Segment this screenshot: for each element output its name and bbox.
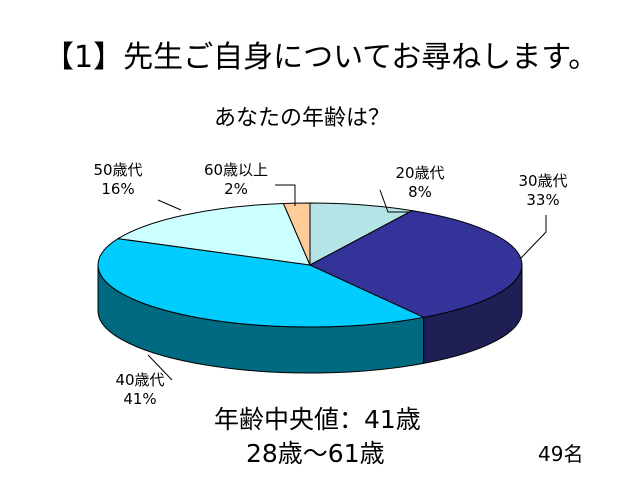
slice-value-label: 41%	[123, 390, 156, 408]
slice-category-label: 50歳代	[93, 161, 142, 179]
slice-category-label: 20歳代	[395, 164, 444, 182]
slice-category-label: 30歳代	[518, 172, 567, 190]
leader-line-3	[147, 354, 173, 381]
slice-value-label: 16%	[101, 180, 134, 198]
pie-slice-2	[308, 210, 523, 318]
chart-title: あなたの年齢は？	[214, 106, 391, 131]
slice-value-label: 8%	[408, 183, 432, 201]
pie-slice-4	[116, 202, 311, 266]
slice-value-label: 2%	[224, 180, 248, 198]
slice-category-label: 60歳以上	[204, 161, 268, 179]
slice-value-label: 33%	[526, 191, 559, 209]
pie-slice-5	[282, 202, 311, 266]
respondent-count: 49名	[538, 442, 584, 466]
median-age-text: 年齢中央値：41歳	[214, 405, 421, 434]
leader-line-2	[520, 215, 547, 259]
age-range-text: 28歳～61歳	[246, 439, 385, 468]
pie-slice-3	[97, 238, 426, 328]
slice-category-label: 40歳代	[115, 371, 164, 389]
slide-title: 【1】先生ご自身についてお尋ねします。	[44, 40, 599, 75]
leader-line-5	[275, 184, 296, 206]
leader-line-4	[157, 199, 182, 211]
pie-slice-1	[309, 202, 414, 266]
leader-line-1	[379, 189, 410, 213]
pie-top-faces	[97, 202, 523, 328]
